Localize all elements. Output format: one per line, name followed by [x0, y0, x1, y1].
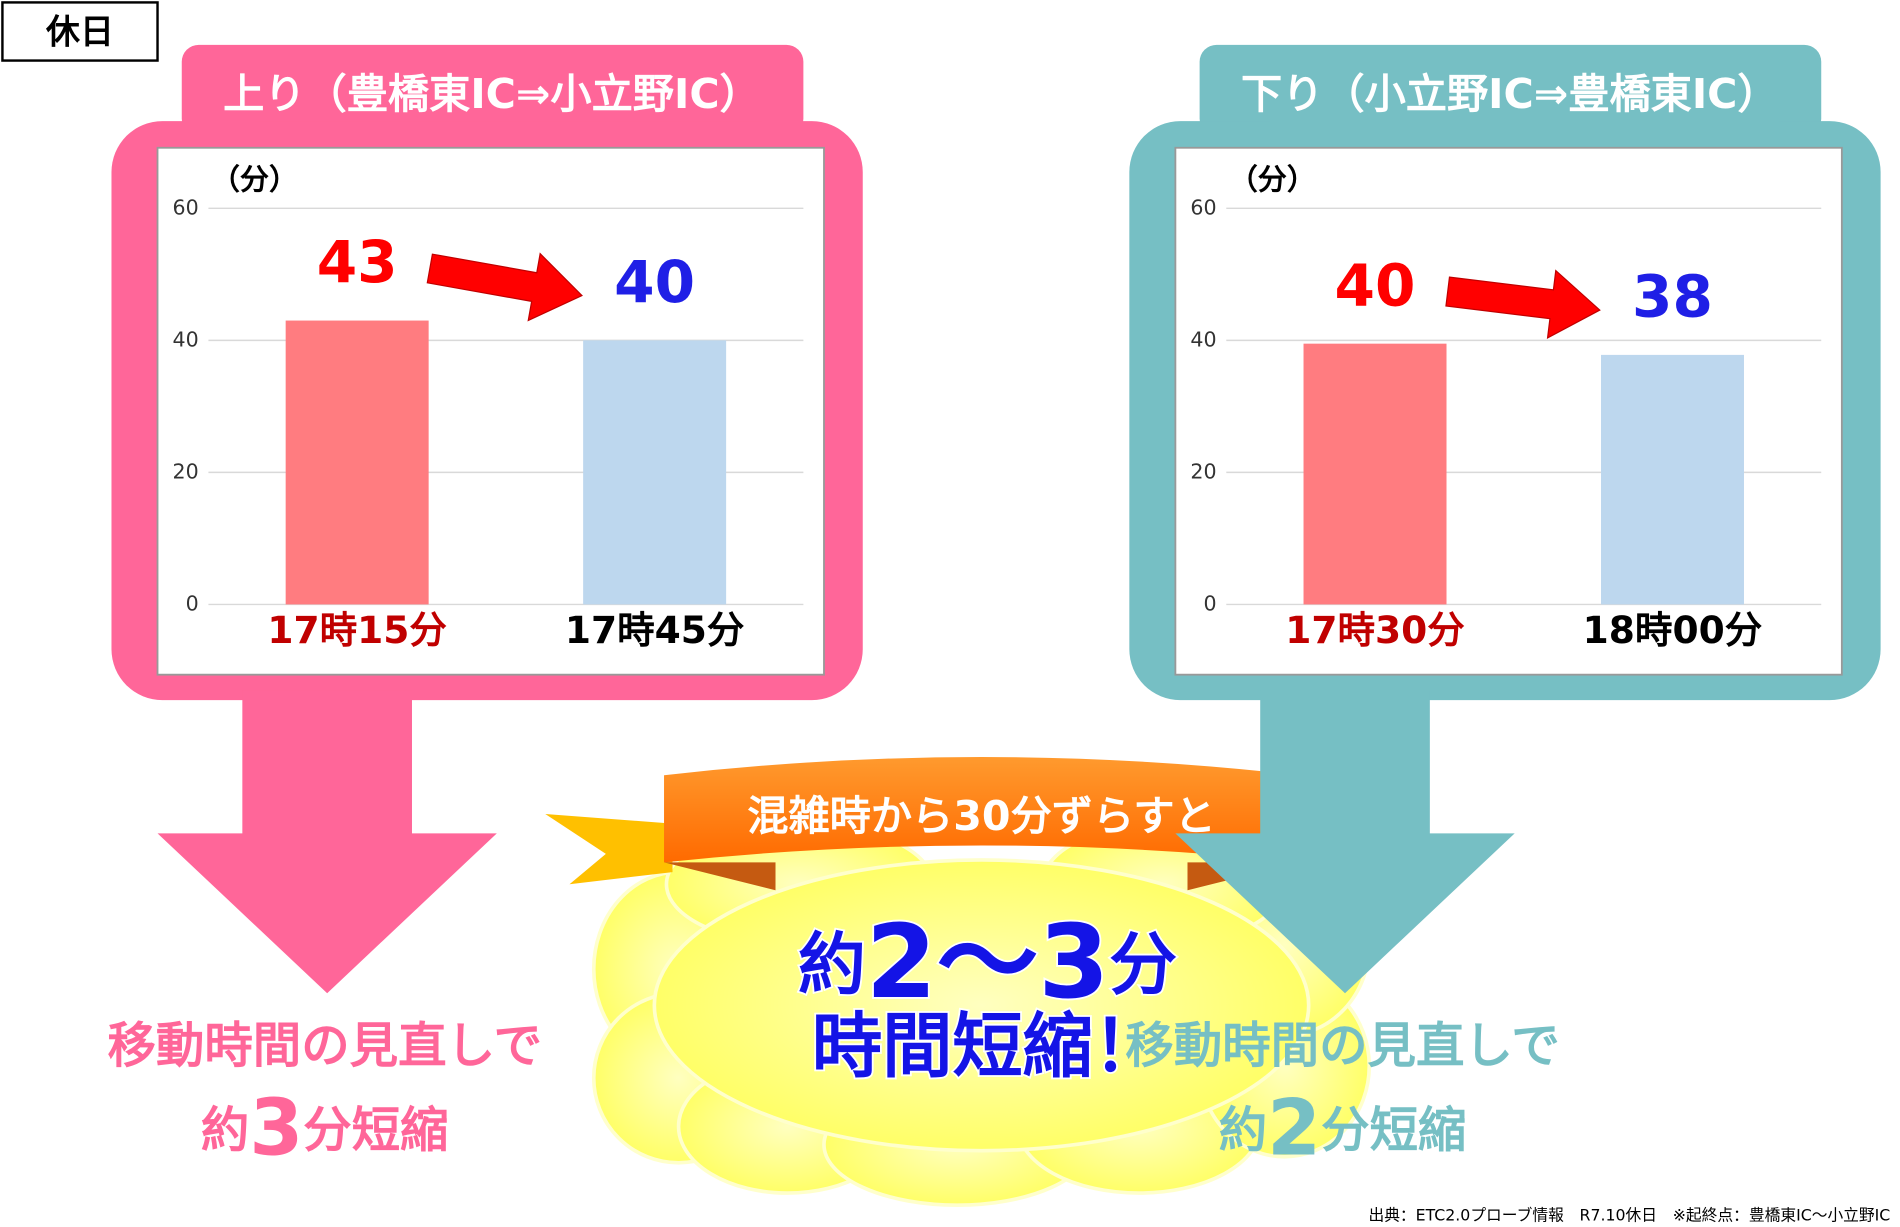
value-label: 40: [614, 248, 695, 316]
chart-panel: 下り（小立野IC⇒豊橋東IC） （分） 0 20 40 60 17時30分 40 18時00分 3…: [1125, 44, 1881, 1174]
bar: [285, 320, 429, 605]
x-tick-label: 18時00分: [1583, 608, 1763, 652]
center-prefix: 約: [798, 925, 866, 1004]
summary-line2: 約3分短縮: [201, 1084, 449, 1174]
y-tick-label: 40: [1190, 327, 1216, 351]
summary-line1: 移動時間の見直しで: [107, 1018, 542, 1074]
center-line1: 約2～3分: [798, 903, 1177, 1021]
day-label: 休日: [45, 12, 114, 51]
bar: [1303, 343, 1447, 605]
chart-title: 上り（豊橋東IC⇒小立野IC）: [223, 70, 761, 118]
center-line2: 時間短縮！: [812, 1005, 1163, 1087]
label-box: [1, 1, 159, 62]
center-number: 2～3: [866, 903, 1109, 1021]
y-tick-label: 0: [1203, 591, 1216, 615]
bar: [1601, 354, 1744, 605]
banner-text: 混雑時から30分ずらすと: [747, 792, 1215, 840]
summary-number: 3: [249, 1084, 303, 1174]
panel-tab: [181, 44, 804, 136]
banner-tail: [545, 813, 673, 885]
summary-line1: 移動時間の見直しで: [1125, 1018, 1560, 1074]
panel-tab: [1199, 44, 1822, 136]
x-tick-label: 17時15分: [267, 608, 447, 652]
x-tick-label: 17時45分: [565, 608, 745, 652]
y-tick-label: 60: [173, 195, 199, 219]
change-arrow: [1445, 269, 1601, 339]
summary-number: 2: [1267, 1084, 1321, 1174]
chart-title: 下り（小立野IC⇒豊橋東IC）: [1241, 70, 1779, 118]
y-axis-label: （分）: [1229, 163, 1316, 197]
y-tick-label: 20: [173, 459, 199, 483]
y-tick-label: 0: [186, 591, 199, 615]
value-label: 43: [317, 228, 398, 296]
value-label: 40: [1335, 251, 1416, 319]
y-tick-label: 20: [1190, 459, 1216, 483]
y-tick-label: 40: [173, 327, 199, 351]
source: 出典：ETC2.0プローブ情報 R7.10休日 ※起終点：豊橋東IC～小立野IC: [1368, 1206, 1890, 1225]
value-label: 38: [1632, 262, 1713, 330]
change-arrow: [426, 252, 583, 322]
summary-line2: 約2分短縮: [1219, 1084, 1467, 1174]
summary-suffix: 分短縮: [303, 1103, 448, 1159]
down-arrow: [1175, 690, 1515, 994]
down-arrow: [157, 690, 497, 994]
summary-prefix: 約: [201, 1103, 249, 1159]
summary-prefix: 約: [1219, 1103, 1267, 1159]
y-tick-label: 60: [1190, 195, 1216, 219]
summary-suffix: 分短縮: [1321, 1103, 1466, 1159]
banner: [664, 757, 1299, 863]
center-suffix: 分: [1109, 925, 1177, 1004]
bar: [583, 340, 727, 605]
banner-fold: [664, 862, 776, 891]
x-tick-label: 17時30分: [1285, 608, 1465, 652]
y-axis-label: （分）: [211, 163, 298, 197]
chart-panel: 上り（豊橋東IC⇒小立野IC） （分） 0 20 40 60 17時15分 43 17時45分 4…: [107, 44, 863, 1174]
